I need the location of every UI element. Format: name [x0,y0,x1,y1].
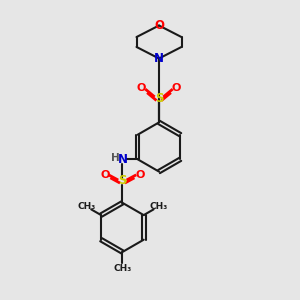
Text: N: N [117,153,128,166]
Text: O: O [172,82,181,93]
Text: CH₃: CH₃ [77,202,96,211]
Text: CH₃: CH₃ [149,202,167,211]
Text: S: S [155,92,163,106]
Text: O: O [154,19,164,32]
Text: H: H [111,152,120,163]
Text: O: O [100,170,110,181]
Text: O: O [137,82,146,93]
Text: CH₃: CH₃ [113,264,131,273]
Text: N: N [154,52,164,65]
Text: O: O [135,170,145,181]
Text: S: S [118,174,127,188]
